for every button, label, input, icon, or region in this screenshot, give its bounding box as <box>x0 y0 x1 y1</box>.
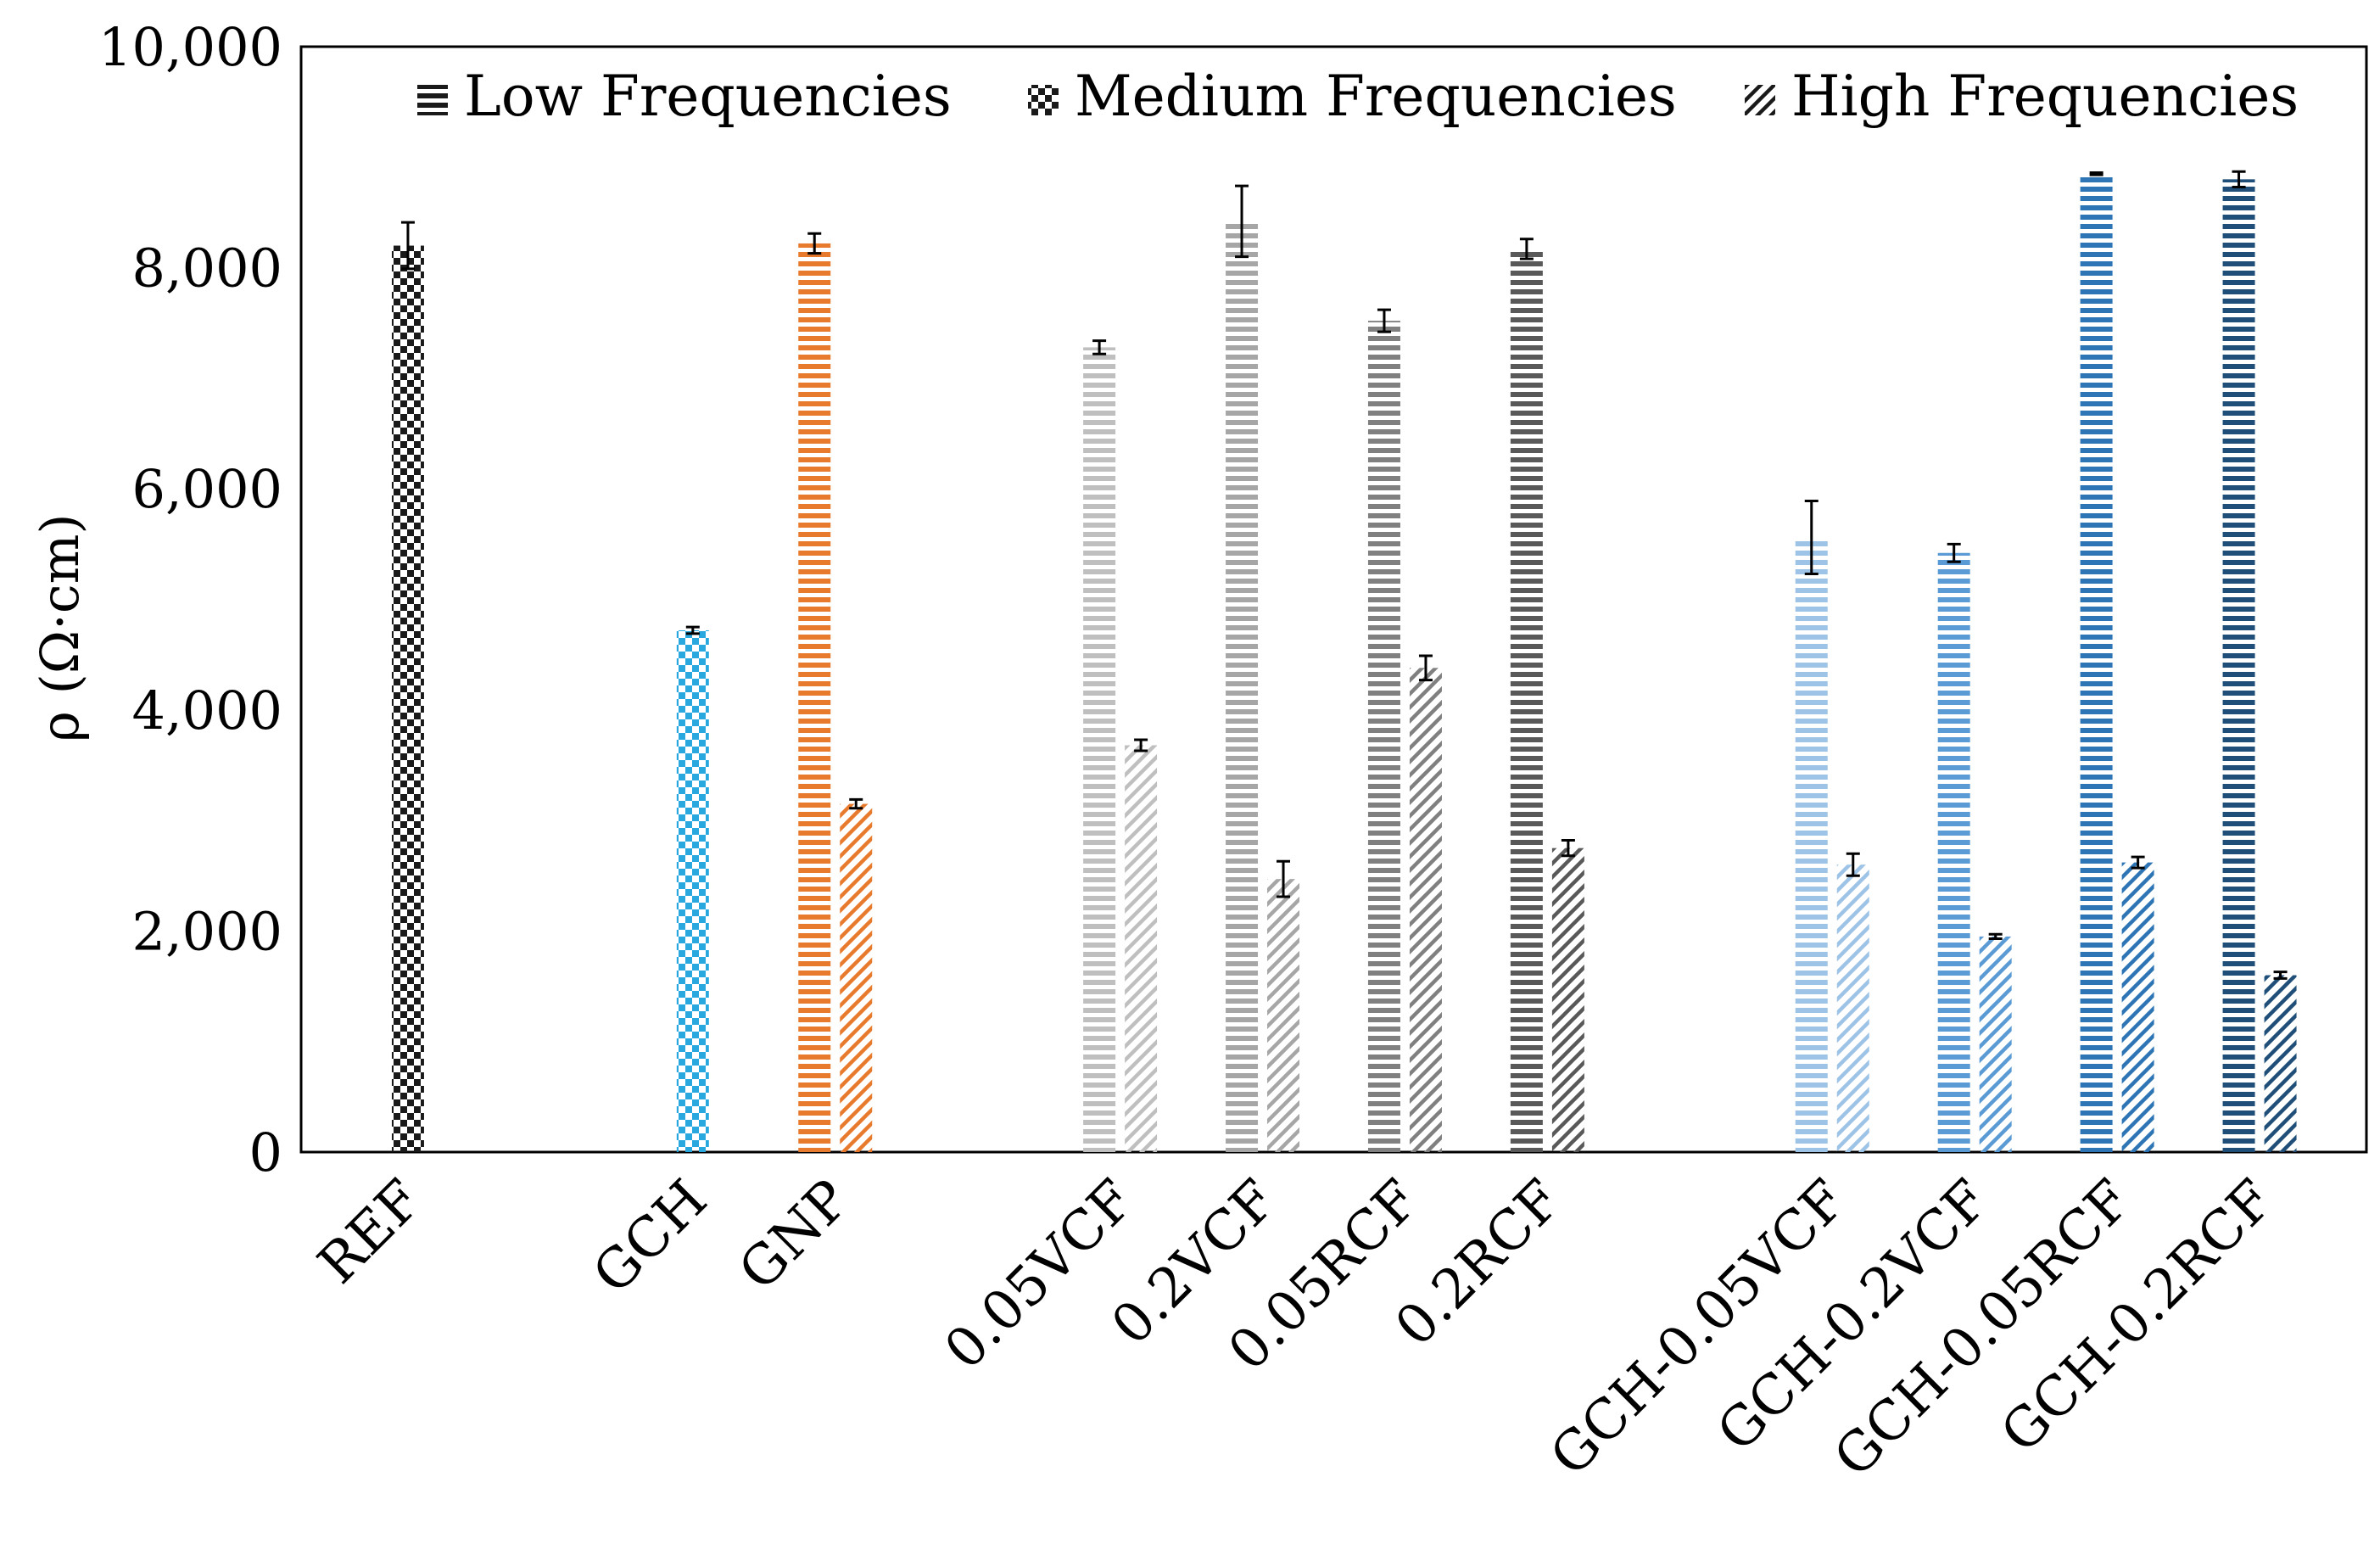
bar-GCH-medium-frequencies <box>676 629 709 1152</box>
bar-GCH-0.2RCF-high-frequencies <box>2264 975 2297 1152</box>
x-tick-label: GNP <box>728 1168 863 1303</box>
legend-label: Low Frequencies <box>464 64 952 129</box>
legend-label: High Frequencies <box>1791 64 2299 129</box>
y-tick-label: 4,000 <box>132 680 283 741</box>
x-tick-label: REF <box>306 1168 434 1296</box>
error-bars <box>400 170 2288 980</box>
y-tick-label: 10,000 <box>98 16 282 78</box>
bar-0.05RCF-low-frequencies <box>1367 321 1400 1152</box>
y-tick-label: 8,000 <box>132 238 283 299</box>
bar-0.05RCF-high-frequencies <box>1409 668 1442 1152</box>
bar-GCH-0.05VCF-high-frequencies <box>1836 864 1869 1152</box>
bar-GCH-0.05VCF-low-frequencies <box>1795 537 1828 1152</box>
x-tick-label: GCH <box>582 1168 720 1306</box>
plot-frame <box>299 45 2368 1154</box>
legend-label: Medium Frequencies <box>1075 64 1677 129</box>
bar-0.2RCF-low-frequencies <box>1510 249 1543 1153</box>
bar-0.2VCF-high-frequencies <box>1267 879 1300 1152</box>
legend: Low Frequencies Medium Frequencies High Fr… <box>417 64 2299 129</box>
bar-0.2VCF-low-frequencies <box>1226 221 1259 1152</box>
bar-0.05VCF-low-frequencies <box>1083 347 1116 1152</box>
legend-swatch <box>1028 85 1059 115</box>
bar-GNP-high-frequencies <box>840 803 873 1152</box>
legend-swatch <box>1745 85 1775 115</box>
bar-GCH-0.2VCF-high-frequencies <box>1979 936 2012 1152</box>
bar-0.2RCF-high-frequencies <box>1551 848 1584 1152</box>
bars <box>391 173 2297 1153</box>
bar-GCH-0.2VCF-low-frequencies <box>1937 552 1970 1152</box>
bar-GNP-low-frequencies <box>798 243 831 1153</box>
y-axis-label: ρ (Ω·cm) <box>29 513 91 741</box>
bar-GCH-0.2RCF-low-frequencies <box>2222 179 2255 1153</box>
bar-GCH-0.05RCF-low-frequencies <box>2080 173 2113 1153</box>
y-tick-label: 2,000 <box>132 900 283 962</box>
y-tick-label: 0 <box>249 1122 282 1183</box>
legend-swatch <box>417 85 448 115</box>
axes: 0 2,000 4,000 6,000 8,000 10,000 <box>98 16 2368 1183</box>
x-tick-label: 0.05VCF <box>933 1168 1147 1382</box>
y-tick-label: 6,000 <box>132 458 283 520</box>
category-labels: REF GCH GNP 0.05VCF0.2VCF0.05RCF0.2RCFGCH-0… <box>306 1168 2286 1490</box>
bar-0.05VCF-high-frequencies <box>1125 745 1158 1152</box>
bar-REF-medium-frequencies <box>391 245 424 1152</box>
bar-GCH-0.05RCF-high-frequencies <box>2121 862 2154 1152</box>
